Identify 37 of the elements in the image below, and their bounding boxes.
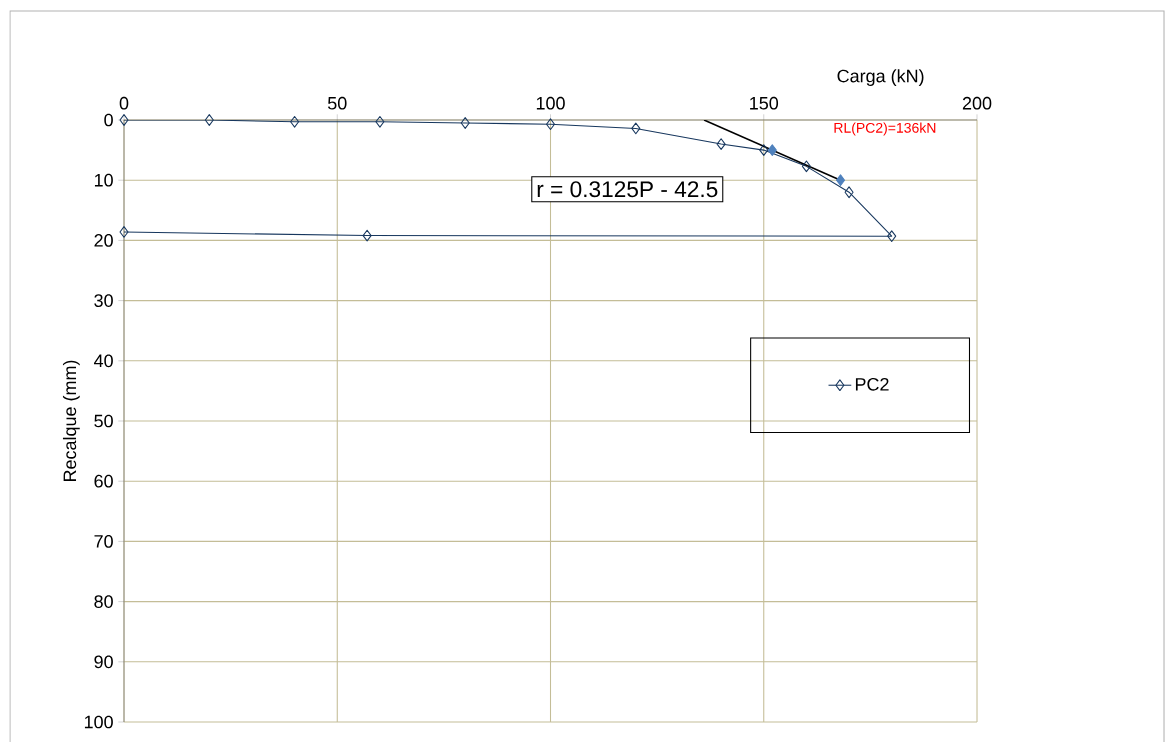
y-tick-label: 100 [84,715,113,729]
point [375,115,385,128]
y-tick-label: 10 [94,173,113,187]
point [716,138,726,150]
y-tick-label: 90 [94,655,113,669]
x-tick-label: 0 [119,96,129,110]
point [801,160,811,173]
point [460,117,470,129]
point [767,144,777,156]
point [362,229,372,242]
y-tick-label: 40 [94,354,113,368]
y-tick-label: 20 [94,234,113,247]
point [290,115,300,128]
y-tick-label: 50 [94,414,113,428]
y-tick-label: 80 [94,595,113,608]
x-axis-title: Carga (kN) [837,69,924,86]
x-tick-label: 50 [327,96,347,110]
legend-label: PC2 [855,377,889,391]
x-tick-label: 100 [536,96,565,110]
y-tick-label: 70 [94,535,113,548]
point [631,122,641,135]
y-tick-label: 0 [104,113,113,127]
y-tick-label: 60 [94,474,113,488]
x-tick-label: 150 [750,96,779,110]
point [545,118,556,131]
annotation: RL(PC2)=136kN [834,122,936,136]
point [119,226,129,238]
y-axis-title: Recalque (mm) [62,360,80,482]
point [887,230,897,243]
point [759,144,769,156]
annotation: r = 0.3125P - 42.5 [537,181,718,198]
point [835,174,846,187]
x-tick-label: 200 [962,96,992,110]
point [119,114,129,126]
point [844,186,854,199]
point [204,114,214,126]
y-tick-label: 30 [94,294,113,307]
